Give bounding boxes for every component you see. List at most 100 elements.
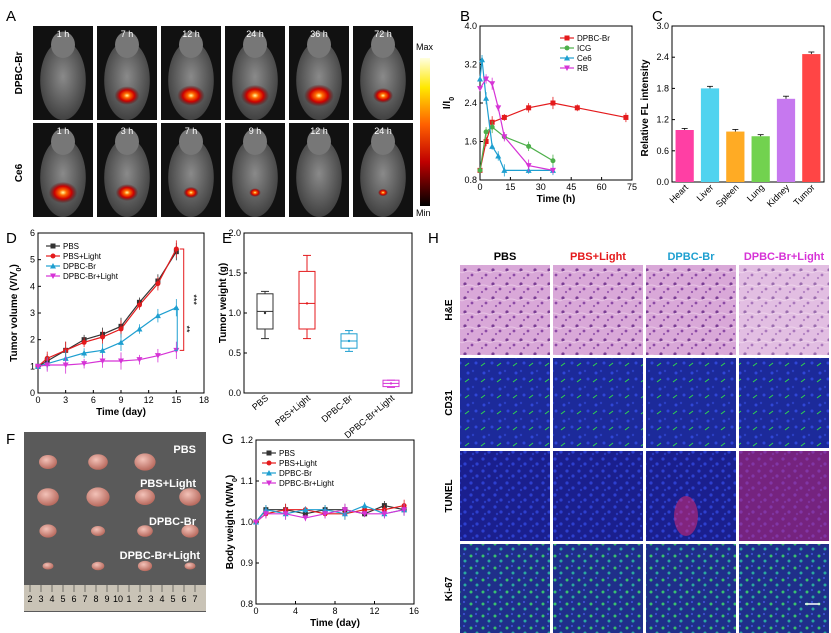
x-tick-label: 15 (171, 395, 181, 405)
bar-tumor (802, 54, 821, 182)
panel-label-e: E (222, 230, 232, 247)
row-label-dpbc-br: DPBC-Br (14, 52, 25, 95)
y-tick-label: 2.4 (656, 52, 669, 62)
histology-cell-h-e-dpbc-br-light (739, 265, 829, 355)
data-point-rb (501, 134, 508, 140)
time-label: 7 h (121, 29, 134, 39)
y-tick-label: 2 (30, 335, 35, 345)
data-point-dpbc-br (118, 339, 124, 345)
necrosis-overlay (739, 265, 829, 355)
data-point-dpbc-br-light (62, 362, 69, 368)
data-point-dpbc-br (526, 105, 532, 111)
tumor-signal (373, 88, 393, 104)
significance-bracket-2 (174, 307, 178, 351)
legend-marker-icg (564, 45, 570, 51)
legend-marker-dpbc-br (564, 35, 570, 41)
y-tick-label: 0.0 (656, 177, 669, 187)
x-tick-label: 3 (63, 395, 68, 405)
data-point-dpbc-br-light (136, 357, 143, 363)
column-label-pbs-light: PBS+Light (570, 251, 626, 263)
histology-image (646, 265, 736, 355)
data-point-ce6 (501, 167, 508, 173)
data-point-dpbc-br-light (262, 511, 269, 517)
plot-frame (243, 232, 413, 394)
ruler-number: 5 (170, 594, 175, 604)
y-tick-label: 1.1 (240, 476, 253, 486)
mean-dpbc-br (347, 339, 351, 343)
mouse-head (51, 31, 75, 58)
legend-marker-rb (564, 65, 570, 71)
mouse-head (115, 128, 139, 155)
histology-cell-cd31-pbs (460, 358, 550, 448)
data-point-dpbc-br (483, 139, 489, 144)
x-tick-label: 0 (477, 182, 482, 192)
y-tick-label: 1.0 (228, 308, 241, 318)
colorbar (420, 58, 430, 206)
group-label-pbs-light: PBS+Light (140, 478, 196, 490)
time-label: 1 h (57, 29, 70, 39)
x-tick-label: 15 (505, 182, 515, 192)
histology-image (739, 265, 829, 355)
data-point-dpbc-br (623, 114, 629, 120)
time-label: 7 h (185, 126, 198, 136)
plot-frame (671, 25, 825, 183)
data-point-icg (477, 167, 483, 173)
data-point-pbs-light (100, 334, 106, 340)
histology-cell-tunel-dpbc-br-light (739, 451, 829, 541)
histology-cell-tunel-pbs (460, 451, 550, 541)
y-tick-label: 1.2 (656, 115, 669, 125)
data-point-dpbc-br-light (44, 362, 51, 368)
y-tick-label: 4.0 (464, 21, 477, 31)
panel-label-g: G (222, 431, 234, 448)
series-pbs (35, 243, 179, 369)
data-point-ce6 (495, 152, 502, 159)
legend-label-dpbc-br: DPBC-Br (63, 262, 96, 271)
histology-image (646, 544, 736, 633)
data-point-dpbc-br-light (302, 515, 309, 521)
imaging-cell-ce6-1-h: 1 h (33, 123, 93, 217)
mouse-silhouette (104, 41, 150, 121)
legend-marker-dpbc-br (266, 470, 272, 476)
series-line-icg (479, 126, 554, 171)
tumor-sample (39, 524, 57, 538)
y-tick-label: 4 (30, 281, 35, 291)
data-point-rb (489, 81, 496, 87)
y-axis-label: Body weight (W/W0) (225, 475, 239, 569)
data-point-pbs-light (136, 302, 142, 308)
ruler-number: 7 (82, 594, 87, 604)
tumor-sample (134, 453, 156, 471)
tumor-signal (240, 84, 270, 107)
row-label-h-e: H&E (444, 299, 455, 320)
y-tick-label: 0.0 (228, 388, 241, 398)
data-point-rb (549, 167, 556, 174)
tumor-sample (179, 488, 201, 506)
mouse-head (371, 31, 395, 58)
histology-cell-tunel-pbs-light (553, 451, 643, 541)
mouse-head (307, 31, 331, 58)
data-point-pbs-light (362, 507, 368, 513)
bar-heart (675, 130, 694, 182)
data-point-dpbc-br (154, 312, 161, 319)
significance-label-1: *** (189, 294, 199, 305)
tumor-sample (91, 526, 105, 536)
series-pbs-light (35, 240, 179, 369)
tumor-sample (181, 524, 199, 538)
data-point-dpbc-br (501, 114, 507, 120)
data-point-rb (477, 86, 483, 92)
y-axis-label: I/I0 (442, 97, 456, 109)
data-point-rb (525, 163, 532, 169)
row-label-ce6: Ce6 (14, 163, 25, 182)
data-point-dpbc-br-light (35, 363, 41, 370)
category-label-kidney: Kidney (765, 182, 792, 209)
data-point-pbs-light (118, 326, 124, 332)
series-line-pbs (37, 251, 177, 367)
y-tick-label: 2.4 (464, 98, 477, 108)
y-axis-label: Tumor weight (g) (218, 263, 229, 343)
box-pbs-light (298, 270, 316, 330)
column-label-dpbc-br-light: DPBC-Br+Light (744, 251, 825, 263)
ruler-number: 9 (104, 594, 109, 604)
histology-cell-ki-67-pbs-light (553, 544, 643, 633)
tumor-row-pbs-light (37, 487, 201, 507)
